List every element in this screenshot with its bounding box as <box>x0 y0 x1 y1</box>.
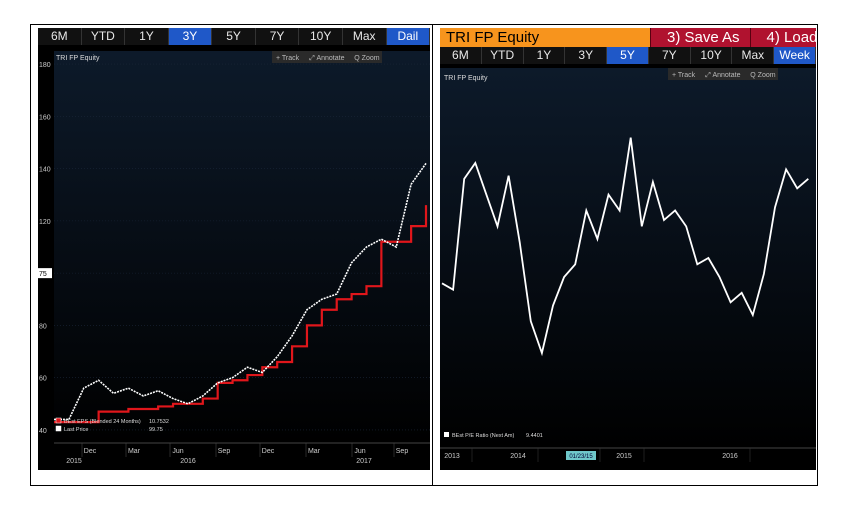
right-tab-ytd[interactable]: YTD <box>482 47 524 64</box>
right-xtick-4: 2016 <box>722 453 738 460</box>
left-tab-10y[interactable]: 10Y <box>299 28 343 45</box>
right-tab-max[interactable]: Max <box>732 47 775 64</box>
left-series-1-line <box>54 162 427 421</box>
left-ytick-5: 140 <box>39 167 51 174</box>
left-ytick-4: 120 <box>39 219 51 226</box>
right-legend-swatch-0 <box>444 432 449 437</box>
left-tab-6m[interactable]: 6M <box>38 28 82 45</box>
left-xtick-5: Mar <box>308 448 321 455</box>
left-xtick-2: Jun <box>172 448 183 455</box>
left-range-tabs: 6M YTD 1Y 3Y 5Y 7Y 10Y Max Dail <box>38 28 430 45</box>
security-title[interactable]: TRI FP Equity <box>440 28 650 47</box>
left-chart: 40 60 80 75 120 140 160 180 TRI FP Equity + Track… <box>38 45 430 470</box>
left-xtick-6: Jun <box>354 448 365 455</box>
left-plot-area <box>54 51 430 443</box>
left-ytick-1: 60 <box>39 376 47 383</box>
left-tab-1y[interactable]: 1Y <box>125 28 169 45</box>
right-xtick-2: 01/23/15 <box>569 454 593 460</box>
right-tab-10y[interactable]: 10Y <box>691 47 733 64</box>
left-legend-value-1: 99.75 <box>149 427 163 433</box>
right-legend-value-0: 9.4401 <box>526 433 543 439</box>
left-xtick-0: Dec <box>84 448 97 455</box>
left-xtick-3: Sep <box>218 448 231 455</box>
panel-divider <box>432 24 433 486</box>
left-toolbar-item-2[interactable]: Q Zoom <box>354 55 379 62</box>
right-legend-label-0: BEst P/E Ratio (Next Am) <box>452 433 515 439</box>
left-ytick-0: 40 <box>39 428 47 435</box>
left-xyear-2: 2017 <box>356 458 372 465</box>
right-tab-week[interactable]: Week <box>774 47 816 64</box>
left-xyear-0: 2015 <box>66 458 82 465</box>
right-tab-6m[interactable]: 6M <box>440 47 482 64</box>
left-toolbar-item-0[interactable]: + Track <box>276 55 300 62</box>
left-xtick-1: Mar <box>128 448 141 455</box>
left-tab-5y[interactable]: 5Y <box>212 28 256 45</box>
left-chart-panel: 6M YTD 1Y 3Y 5Y 7Y 10Y Max Dail 40 60 80 75 120 140 16… <box>38 28 430 470</box>
left-ytick-marker <box>38 268 52 279</box>
right-tab-3y[interactable]: 3Y <box>565 47 608 64</box>
save-as-button[interactable]: 3) Save As <box>650 28 750 47</box>
right-plot-area <box>440 68 816 448</box>
load-button[interactable]: 4) Load <box>749 28 816 47</box>
right-tab-5y[interactable]: 5Y <box>607 47 649 64</box>
left-ytick-3: 75 <box>39 271 47 278</box>
left-legend-value-0: 10.7532 <box>149 419 169 425</box>
left-series-0-line <box>54 205 428 424</box>
right-xtick-1: 2014 <box>510 453 526 460</box>
left-xtick-4: Dec <box>262 448 275 455</box>
left-legend-label-0: BEst EPS (Blended 24 Months) <box>64 419 141 425</box>
left-toolbar-item-1[interactable]: ⤢ Annotate <box>309 55 344 62</box>
right-xtick-3: 2015 <box>616 453 632 460</box>
right-chart: TRI FP Equity + Track ⤢ Annotate Q Zoom BEst… <box>440 64 816 470</box>
right-title-bar: TRI FP Equity 3) Save As 4) Load <box>440 28 816 47</box>
left-chart-title: TRI FP Equity <box>56 55 100 62</box>
right-cursor-date-box <box>566 451 596 460</box>
left-legend-swatch-0 <box>55 417 62 424</box>
right-range-tabs: 6M YTD 1Y 3Y 5Y 7Y 10Y Max Week <box>440 47 816 64</box>
left-ytick-2: 80 <box>39 323 47 330</box>
left-chart-area: 40 60 80 75 120 140 160 180 TRI FP Equity + Track… <box>38 45 430 470</box>
left-tab-3y[interactable]: 3Y <box>168 28 213 45</box>
right-tab-1y[interactable]: 1Y <box>524 47 566 64</box>
right-tab-7y[interactable]: 7Y <box>649 47 691 64</box>
left-legend-swatch-1 <box>55 425 62 432</box>
left-ytick-7: 180 <box>39 62 51 69</box>
right-series-0-line <box>441 137 809 357</box>
left-xyear-1: 2016 <box>180 458 196 465</box>
left-tab-dail[interactable]: Dail <box>386 28 430 45</box>
left-tab-ytd[interactable]: YTD <box>82 28 126 45</box>
left-xtick-7: Sep <box>396 448 409 455</box>
right-xtick-0: 2013 <box>444 453 460 460</box>
right-chart-area: TRI FP Equity + Track ⤢ Annotate Q Zoom BEst… <box>440 64 816 470</box>
left-tab-7y[interactable]: 7Y <box>256 28 300 45</box>
left-legend-label-1: Last Price <box>64 427 88 433</box>
right-toolbar-item-2[interactable]: Q Zoom <box>750 72 775 79</box>
title-actions: 3) Save As 4) Load <box>650 28 816 47</box>
right-chart-toolbar: + Track ⤢ Annotate Q Zoom <box>668 68 778 80</box>
right-chart-title: TRI FP Equity <box>444 75 488 82</box>
right-chart-panel: TRI FP Equity 3) Save As 4) Load 6M YTD 1Y… <box>440 28 816 470</box>
right-toolbar-item-1[interactable]: ⤢ Annotate <box>705 72 740 79</box>
left-ytick-6: 160 <box>39 114 51 121</box>
right-toolbar-item-0[interactable]: + Track <box>672 72 696 79</box>
left-chart-toolbar: + Track ⤢ Annotate Q Zoom <box>272 51 382 63</box>
left-tab-max[interactable]: Max <box>343 28 387 45</box>
